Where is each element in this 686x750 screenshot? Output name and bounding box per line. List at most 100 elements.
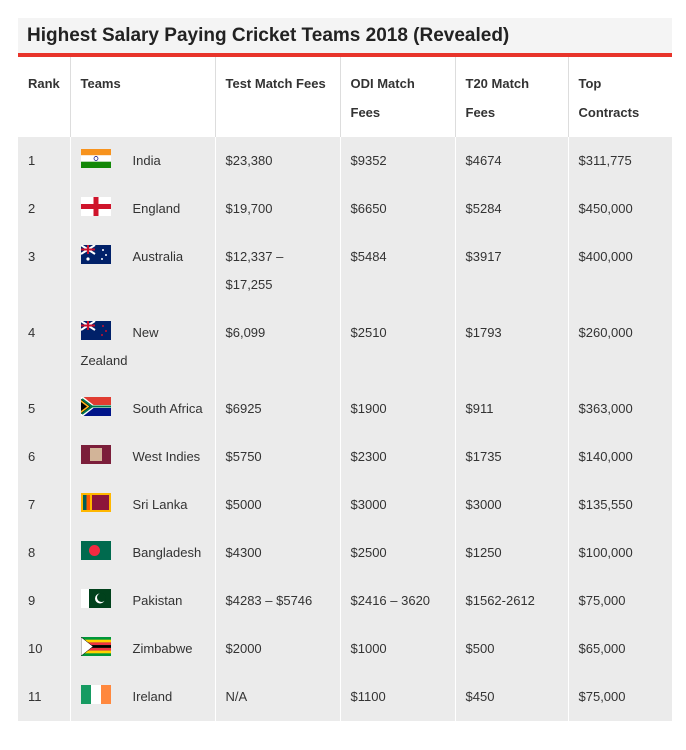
table-cell: $3917 [454,233,568,309]
table-cell: 9 [18,577,70,625]
team-cell: South Africa [69,385,215,433]
table-cell: $5484 [339,233,455,309]
table-row: 2 England $19,700 $6650 $5284 $450,000 [18,185,672,233]
table-cell: $75,000 [567,577,672,625]
flag-icon [80,493,111,512]
table-cell: $135,550 [567,481,672,529]
table-cell: 8 [18,529,70,577]
column-header: ODI Match Fees [339,57,455,137]
table-cell: $450,000 [567,185,672,233]
table-cell: $1562-2612 [454,577,568,625]
table-cell: 2 [18,185,70,233]
table-cell: $3000 [454,481,568,529]
article: Highest Salary Paying Cricket Teams 2018… [18,18,672,721]
table-cell: $1793 [454,309,568,385]
table-cell: $140,000 [567,433,672,481]
table-cell: $3000 [339,481,455,529]
table-cell: $911 [454,385,568,433]
team-cell: Pakistan [69,577,215,625]
table-row: 11 Ireland N/A $1100 $450 $75,000 [18,673,672,721]
table-row: 3 Australia $12,337 – $17,255 $5484 $3917 $40… [18,233,672,309]
table-cell: $2500 [339,529,455,577]
team-name: Bangladesh [132,545,202,560]
table-row: 4 New Zealand $6,099 $2510 $1793 $260,000 [18,309,672,385]
table-cell: $260,000 [567,309,672,385]
column-header: Top Contracts [567,57,672,137]
table-cell: $12,337 – $17,255 [214,233,340,309]
table-cell: $311,775 [567,137,672,185]
table-cell: 1 [18,137,70,185]
table-row: 5 South Africa $6925 $1900 $911 $363,000 [18,385,672,433]
flag-icon [80,397,111,416]
table-cell: $2510 [339,309,455,385]
table-cell: $100,000 [567,529,672,577]
team-cell: Zimbabwe [69,625,215,673]
table-cell: $5750 [214,433,340,481]
table-body: 1 India $23,380 $9352 $4674 $311,775 2 England $… [18,137,672,721]
flag-icon [80,321,111,340]
table-cell: $1735 [454,433,568,481]
table-cell: $500 [454,625,568,673]
table-cell: 7 [18,481,70,529]
flag-icon [80,149,111,168]
team-name: Ireland [132,689,173,704]
table-cell: $1000 [339,625,455,673]
table-cell: $4674 [454,137,568,185]
title: Highest Salary Paying Cricket Teams 2018… [18,18,672,57]
team-name: England [132,201,181,216]
team-cell: England [69,185,215,233]
table-cell: $2416 – 3620 [339,577,455,625]
table-cell: $6925 [214,385,340,433]
flag-icon [80,589,111,608]
team-name: Australia [132,249,184,264]
table-cell: $4283 – $5746 [214,577,340,625]
table-row: 1 India $23,380 $9352 $4674 $311,775 [18,137,672,185]
table-cell: $23,380 [214,137,340,185]
column-header: Rank [18,57,70,137]
table-cell: $1100 [339,673,455,721]
table-cell: 10 [18,625,70,673]
column-header: T20 Match Fees [454,57,568,137]
flag-icon [80,445,111,464]
table-cell: $6,099 [214,309,340,385]
team-cell: New Zealand [69,309,215,385]
team-name: Zimbabwe [132,641,193,656]
table-cell: 11 [18,673,70,721]
table-row: 9 Pakistan $4283 – $5746 $2416 – 3620 $1562-… [18,577,672,625]
table-cell: $2300 [339,433,455,481]
team-name: New Zealand [80,325,159,368]
table-cell: $1900 [339,385,455,433]
header-row: Rank Teams Test Match Fees ODI Match Fees T2… [18,57,672,137]
table-row: 7 Sri Lanka $5000 $3000 $3000 $135,550 [18,481,672,529]
flag-icon [80,197,111,216]
table-cell: $363,000 [567,385,672,433]
flag-icon [80,637,111,656]
table-cell: $450 [454,673,568,721]
table-row: 6 West Indies $5750 $2300 $1735 $140,000 [18,433,672,481]
team-name: West Indies [132,449,201,464]
table-cell: $19,700 [214,185,340,233]
table-row: 8 Bangladesh $4300 $2500 $1250 $100,000 [18,529,672,577]
column-header: Teams [69,57,215,137]
table-cell: 6 [18,433,70,481]
table-cell: 5 [18,385,70,433]
team-cell: India [69,137,215,185]
team-cell: Australia [69,233,215,309]
table-cell: 3 [18,233,70,309]
table-cell: $5284 [454,185,568,233]
table-cell: $9352 [339,137,455,185]
table-row: 10 Zimbabwe $2000 $1000 $500 $65,000 [18,625,672,673]
team-cell: Bangladesh [69,529,215,577]
table-cell: $1250 [454,529,568,577]
team-cell: Sri Lanka [69,481,215,529]
salary-table: Rank Teams Test Match Fees ODI Match Fees T2… [18,57,672,721]
table-cell: $65,000 [567,625,672,673]
table-cell: $6650 [339,185,455,233]
table-cell: $5000 [214,481,340,529]
flag-icon [80,245,111,264]
flag-icon [80,541,111,560]
table-cell: $400,000 [567,233,672,309]
team-name: Pakistan [132,593,183,608]
team-name: South Africa [132,401,203,416]
team-cell: Ireland [69,673,215,721]
